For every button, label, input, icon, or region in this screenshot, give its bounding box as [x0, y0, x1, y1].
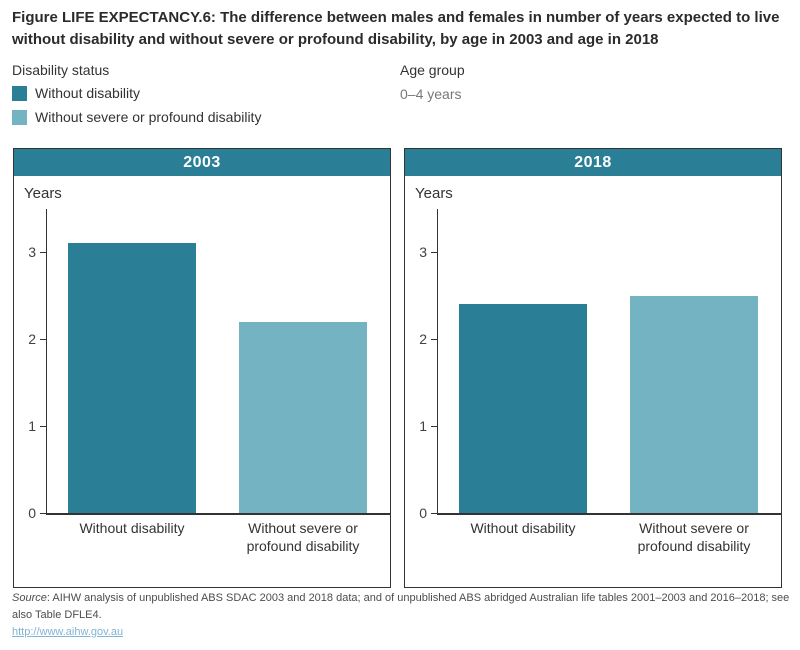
y-tick-label: 0 — [28, 505, 36, 521]
y-tick-mark — [40, 512, 46, 514]
y-tick-label: 1 — [419, 418, 427, 434]
legend-item-label: Without disability — [35, 85, 141, 101]
y-axis-line — [437, 209, 438, 513]
x-category-label: Without severe or profound disability — [246, 520, 360, 555]
aihw-link[interactable]: http://www.aihw.gov.au — [12, 626, 124, 638]
y-tick-label: 3 — [28, 244, 36, 260]
age-group-title: Age group — [400, 62, 465, 78]
y-tick-mark — [40, 425, 46, 427]
panel-2018-header: 2018 — [405, 149, 781, 176]
age-group-value: 0–4 years — [400, 86, 462, 102]
source-label: Source — [12, 592, 47, 604]
y-tick-mark — [431, 251, 437, 253]
panel-2018: 2018 Years 0 1 2 3 Without disability Without… — [404, 148, 782, 588]
figure-title: Figure LIFE EXPECTANCY.6: The difference… — [12, 9, 780, 48]
y-tick-label: 0 — [419, 505, 427, 521]
legend-item-without-severe-or-profound-disability[interactable]: Without severe or profound disability — [12, 109, 261, 125]
x-axis-line — [46, 513, 391, 515]
y-tick-label: 2 — [419, 331, 427, 347]
source-note: Source: AIHW analysis of unpublished ABS… — [12, 590, 792, 641]
y-tick-label: 1 — [28, 418, 36, 434]
x-category-label: Without disability — [470, 520, 576, 536]
bar-without-severe-or-profound-disability[interactable] — [239, 321, 367, 513]
y-tick-mark — [40, 251, 46, 253]
legend-swatch-light-teal-icon — [12, 109, 27, 125]
x-category-label: Without disability — [79, 520, 185, 536]
bar-without-disability[interactable] — [68, 243, 196, 513]
bar-without-disability[interactable] — [459, 304, 587, 513]
source-text: : AIHW analysis of unpublished ABS SDAC … — [12, 592, 790, 621]
legend-item-label: Without severe or profound disability — [35, 109, 262, 125]
y-axis-line — [46, 209, 47, 513]
y-tick-label: 2 — [28, 331, 36, 347]
x-category-label: Without severe or profound disability — [637, 520, 751, 555]
disability-status-legend: Disability status Without disability Wit… — [12, 62, 261, 133]
legend-item-without-disability[interactable]: Without disability — [12, 85, 261, 101]
y-tick-mark — [431, 512, 437, 514]
x-axis-line — [437, 513, 782, 515]
age-group-filter: Age group 0–4 years — [400, 62, 465, 102]
y-axis-title: Years — [24, 185, 62, 202]
panel-2003: 2003 Years 0 1 2 3 Without disability Without… — [13, 148, 391, 588]
y-tick-mark — [431, 425, 437, 427]
y-tick-label: 3 — [419, 244, 427, 260]
y-tick-mark — [431, 338, 437, 340]
panel-2003-header: 2003 — [14, 149, 390, 176]
legend-title: Disability status — [12, 62, 110, 78]
legend-swatch-dark-teal-icon — [12, 85, 27, 101]
y-tick-mark — [40, 338, 46, 340]
bar-without-severe-or-profound-disability[interactable] — [630, 295, 758, 513]
plot-area: 0 1 2 3 Without disability Without severe or … — [419, 209, 782, 554]
y-axis-title: Years — [415, 185, 453, 202]
plot-area: 0 1 2 3 Without disability Without severe or … — [28, 209, 391, 554]
